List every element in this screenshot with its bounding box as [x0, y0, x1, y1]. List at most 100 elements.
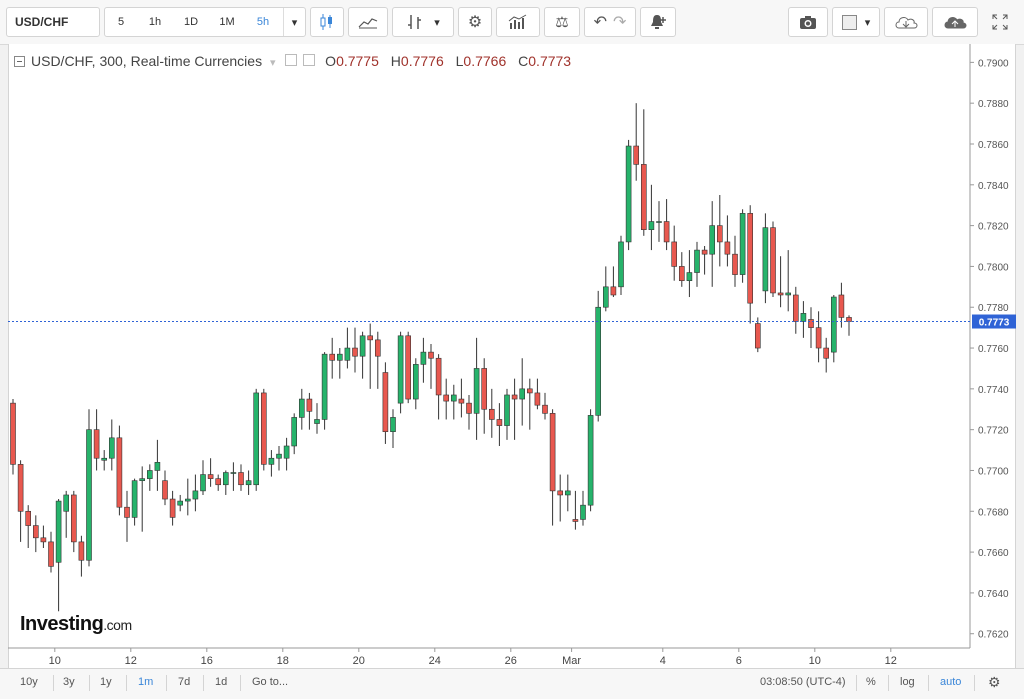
color-dropdown-icon: ▾ [864, 16, 871, 29]
legend-eye-icon[interactable] [285, 54, 298, 66]
interval-group: 5 1h 1D 1M 5h ▾ [104, 7, 306, 37]
candle-body [488, 408, 495, 420]
candle-body [602, 286, 609, 308]
candle-body [716, 225, 723, 243]
indicators-menu[interactable]: ▾ [392, 7, 454, 37]
candle-body [625, 145, 632, 243]
candle-body [230, 472, 237, 474]
last-price-badge [972, 314, 1016, 329]
candle-body [390, 417, 396, 433]
bottom-settings-gear-icon[interactable]: ⚙ [988, 674, 1001, 690]
candle-body [572, 519, 579, 522]
candle-body [344, 347, 351, 361]
interval-5[interactable]: 5 [117, 16, 125, 28]
candle-body [815, 327, 822, 349]
y-tick-label: 0.7640 [978, 589, 1009, 600]
interval-dropdown-icon[interactable]: ▾ [283, 8, 305, 36]
separator [240, 675, 241, 691]
interval-1h[interactable]: 1h [148, 16, 162, 28]
candle-body [504, 394, 510, 426]
collapse-legend-icon[interactable] [14, 56, 25, 67]
candle-body [10, 402, 16, 465]
log-scale-button[interactable]: log [900, 676, 915, 688]
candle-body [101, 457, 107, 461]
candle-body [260, 392, 267, 465]
candle-body [63, 494, 70, 512]
y-tick-label: 0.7760 [978, 344, 1009, 355]
legend-settings-icon[interactable] [303, 54, 316, 66]
candle-body [71, 494, 77, 543]
candle-body [557, 490, 564, 496]
compare-scale-icon[interactable]: ⚖ [544, 7, 580, 37]
candle-body [838, 294, 845, 318]
fullscreen-icon[interactable] [984, 7, 1016, 37]
candle-body [25, 510, 32, 526]
candle-body [701, 249, 708, 255]
candle-body [412, 364, 419, 400]
interval-5h[interactable]: 5h [256, 16, 270, 28]
candle-body [549, 413, 556, 492]
x-tick-label: 12 [885, 655, 897, 667]
range-1d[interactable]: 1d [215, 676, 228, 688]
percent-scale-button[interactable]: % [866, 676, 876, 688]
candle-body [846, 317, 852, 322]
cloud-upload-icon[interactable] [932, 7, 978, 37]
candle-body [276, 453, 282, 459]
range-7d[interactable]: 7d [178, 676, 191, 688]
range-3y[interactable]: 3y [63, 676, 75, 688]
candle-body [55, 500, 62, 563]
color-picker[interactable]: ▾ [832, 7, 880, 37]
candle-body [792, 294, 799, 322]
range-10y[interactable]: 10y [20, 676, 38, 688]
settings-gear-icon[interactable]: ⚙ [458, 7, 492, 37]
legend-dropdown-icon[interactable]: ▾ [269, 57, 276, 69]
last-price-label: 0.7773 [979, 318, 1010, 329]
separator [856, 675, 857, 691]
candle-body [131, 480, 138, 518]
x-tick-label: 10 [49, 655, 61, 667]
candle-body [610, 286, 617, 296]
candle-body [709, 225, 716, 255]
cloud-download-icon[interactable] [884, 7, 928, 37]
candle-body [298, 398, 305, 418]
candle-body [830, 296, 837, 353]
x-tick-label: 16 [201, 655, 213, 667]
candle-body [78, 541, 85, 561]
candle-body [618, 241, 624, 288]
redo-icon[interactable]: ↷ [613, 14, 627, 31]
candle-body [785, 292, 792, 296]
goto-date-button[interactable]: Go to... [252, 676, 289, 688]
interval-1m[interactable]: 1M [219, 16, 235, 28]
alert-bell-icon[interactable] [640, 7, 676, 37]
investing-logo: Investing.com [20, 613, 132, 636]
chart-area[interactable] [8, 44, 1016, 668]
candle-body [473, 368, 480, 414]
candle-body [405, 335, 412, 400]
range-1m[interactable]: 1m [138, 676, 154, 688]
camera-snapshot-icon[interactable] [788, 7, 828, 37]
candle-body [382, 372, 389, 433]
candle-body [754, 323, 761, 349]
candle-body [633, 145, 640, 165]
candle-body [800, 313, 807, 322]
auto-scale-button[interactable]: auto [940, 676, 962, 688]
bottom-toolbar: 10y 3y 1y 1m 7d 1d Go to... 03:08:50 (UT… [0, 668, 1024, 699]
x-tick-label: 20 [353, 655, 365, 667]
legend-high: 0.7776 [400, 53, 444, 69]
candle-body [496, 419, 503, 426]
undo-icon[interactable]: ↶ [593, 14, 607, 31]
candle-body [93, 429, 100, 459]
candle-body [526, 388, 533, 394]
range-1y[interactable]: 1y [100, 676, 112, 688]
indicators-icon[interactable] [496, 7, 540, 37]
symbol-input[interactable]: USD/CHF [6, 7, 100, 37]
candle-body [564, 490, 571, 496]
area-style-icon[interactable] [348, 7, 388, 37]
candles-style-icon[interactable] [310, 7, 344, 37]
chart-legend: USD/CHF, 300, Real-time Currencies ▾ O0.… [14, 53, 579, 69]
candle-body [352, 347, 358, 357]
x-tick-label: 26 [505, 655, 517, 667]
y-tick-label: 0.7660 [978, 548, 1009, 559]
interval-1d[interactable]: 1D [183, 16, 199, 28]
